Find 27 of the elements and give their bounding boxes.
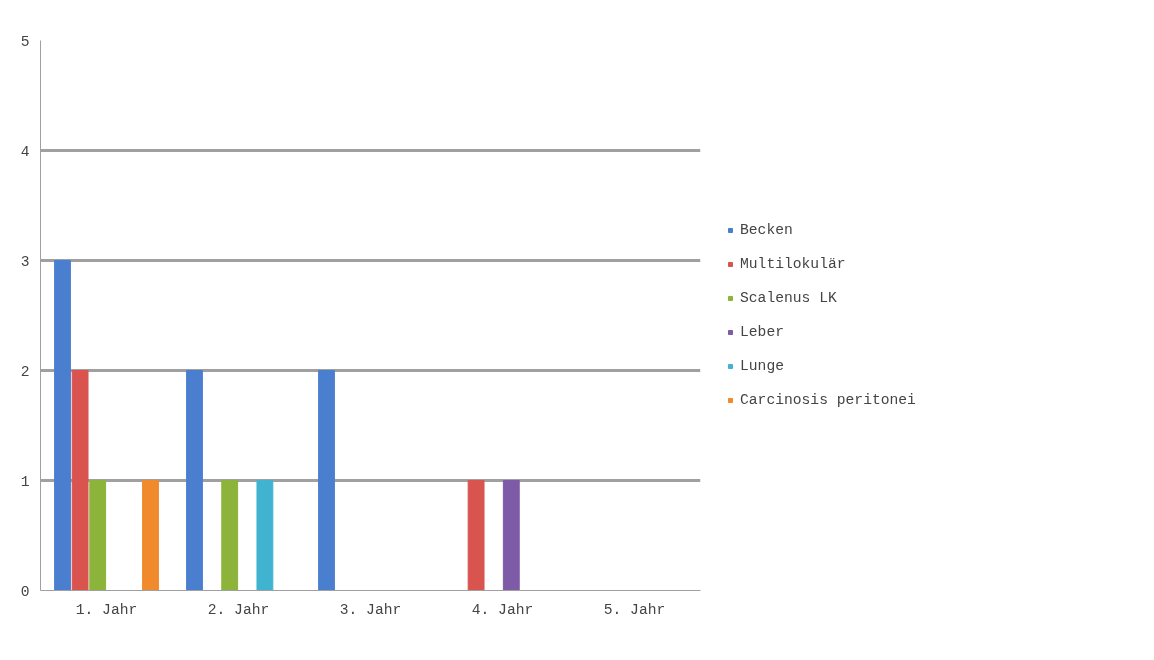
bar (142, 480, 159, 591)
legend-label: Lunge (740, 358, 784, 374)
y-tick-label: 5 (20, 33, 30, 50)
legend-label: Multilokulär (740, 256, 846, 272)
bar (186, 370, 203, 591)
legend-label: Becken (740, 222, 793, 238)
y-tick-label: 3 (20, 253, 30, 270)
y-tick-label: 2 (20, 363, 30, 380)
bar (502, 480, 520, 591)
x-tick-label: 5. Jahr (603, 601, 666, 618)
legend-label: Carcinosis peritonei (740, 392, 916, 408)
bar (256, 480, 274, 591)
bar (54, 260, 71, 591)
x-tick-label: 2. Jahr (207, 601, 270, 618)
x-tick-label: 1. Jahr (75, 601, 138, 618)
y-tick-label: 4 (20, 143, 30, 160)
bar (467, 480, 485, 591)
legend-label: Scalenus LK (740, 290, 837, 306)
x-tick-label: 4. Jahr (471, 601, 534, 618)
bar (71, 370, 89, 591)
bar (89, 480, 107, 591)
bar (221, 480, 239, 591)
bar (318, 370, 335, 591)
y-tick-label: 1 (20, 473, 30, 490)
x-tick-label: 3. Jahr (339, 601, 402, 618)
legend-label: Leber (740, 324, 784, 340)
y-tick-label: 0 (20, 583, 30, 600)
